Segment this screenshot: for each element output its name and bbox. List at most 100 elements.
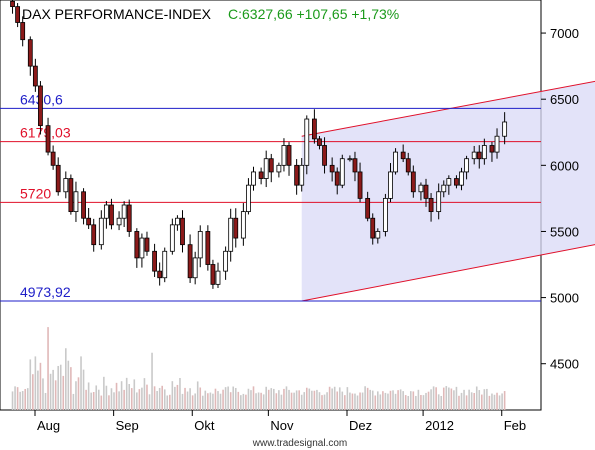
candle-body — [86, 217, 92, 226]
candle-body — [32, 65, 38, 87]
candle-body — [15, 6, 21, 23]
candle-body — [329, 164, 335, 173]
y-tick-label: 5000 — [550, 291, 579, 306]
y-tick-label: 6000 — [550, 158, 579, 173]
candle-body — [162, 250, 168, 279]
candle-body — [205, 231, 211, 265]
candle-body — [418, 184, 424, 193]
candle-body — [91, 224, 97, 246]
candle-body — [73, 191, 79, 213]
candle-body — [294, 164, 300, 186]
candle-body — [223, 250, 229, 272]
y-tick-label: 6500 — [550, 92, 579, 107]
candle-layer — [10, 0, 508, 289]
x-tick-label: Nov — [270, 418, 294, 433]
candle-body — [428, 197, 434, 213]
candle-body — [81, 191, 86, 219]
candle-body — [286, 145, 292, 166]
candle-body — [187, 244, 193, 279]
y-tick-label: 5500 — [550, 224, 579, 239]
candle-body — [454, 178, 459, 186]
candle-body — [103, 204, 109, 219]
candle-body — [393, 151, 398, 173]
candle-body — [304, 118, 310, 166]
candle-body — [357, 171, 363, 199]
candle-body — [383, 197, 388, 232]
candle-body — [410, 171, 416, 193]
candle-body — [55, 164, 61, 193]
candle-body — [20, 22, 26, 41]
candle-body — [50, 151, 56, 166]
channel-upper-line — [301, 80, 595, 137]
x-tick-label: 2012 — [425, 418, 454, 433]
channel-lower-line — [301, 244, 595, 302]
chart-title: DAX PERFORMANCE-INDEX — [22, 6, 212, 22]
x-tick-label: Dez — [349, 418, 372, 433]
candle-body — [441, 184, 447, 193]
candle-body — [268, 158, 274, 173]
candle-body — [365, 197, 371, 219]
candle-body — [98, 217, 104, 246]
candle-body — [228, 217, 234, 252]
candle-body — [276, 164, 282, 173]
candle-body — [476, 151, 482, 160]
candle-body — [494, 135, 500, 153]
candle-body — [311, 118, 317, 140]
y-axis: 7000 6500 6000 5500 5000 4500 — [541, 26, 579, 372]
candle-body — [258, 171, 264, 179]
candle-body — [109, 204, 114, 226]
level-label: 4973,92 — [20, 284, 71, 300]
candle-body — [116, 217, 122, 226]
candle-body — [436, 191, 442, 213]
candle-body — [240, 211, 246, 239]
candle-body — [400, 151, 406, 160]
volume-layer — [11, 327, 506, 410]
x-axis: Aug Sep Okt Nov Dez 2012 Feb — [34, 410, 526, 433]
candle-body — [299, 164, 305, 186]
candle-body — [210, 264, 216, 285]
candle-body — [169, 224, 175, 252]
x-tick-label: Sep — [116, 418, 139, 433]
candle-body — [339, 158, 345, 186]
x-tick-label: Feb — [504, 418, 526, 433]
quote-readout: C:6327,66 +107,65 +1,73% — [228, 6, 399, 22]
candle-body — [144, 237, 150, 252]
candle-body — [63, 178, 69, 193]
x-tick-label: Okt — [194, 418, 215, 433]
level-label: 5720 — [20, 185, 51, 201]
x-tick-label: Aug — [37, 418, 60, 433]
candle-body — [126, 204, 132, 232]
y-tick-label: 7000 — [550, 26, 579, 41]
candle-body — [446, 178, 452, 186]
candle-body — [281, 145, 287, 166]
candle-body — [471, 151, 477, 160]
level-label: 6179,03 — [20, 125, 71, 141]
candle-body — [347, 158, 353, 161]
candle-body — [180, 217, 185, 246]
candle-body — [464, 158, 469, 173]
candle-body — [134, 231, 140, 259]
candle-body — [489, 145, 495, 153]
candle-body — [334, 171, 340, 186]
candle-body — [502, 121, 508, 137]
candle-body — [352, 158, 358, 173]
candle-body — [423, 184, 429, 199]
candle-body — [68, 178, 74, 213]
source-label: www.tradesignal.com — [252, 438, 347, 449]
candle-body — [175, 217, 180, 226]
candle-body — [215, 270, 221, 285]
candle-body — [263, 158, 269, 179]
candle-body — [246, 184, 251, 213]
candle-body — [459, 171, 464, 186]
candle-body — [481, 145, 487, 160]
candle-body — [322, 145, 327, 166]
candle-body — [233, 217, 239, 239]
candle-body — [10, 0, 15, 8]
candle-body — [152, 250, 157, 272]
candle-body — [121, 204, 127, 219]
y-tick-label: 4500 — [550, 357, 579, 372]
candle-body — [192, 257, 198, 279]
candle-body — [388, 171, 393, 199]
